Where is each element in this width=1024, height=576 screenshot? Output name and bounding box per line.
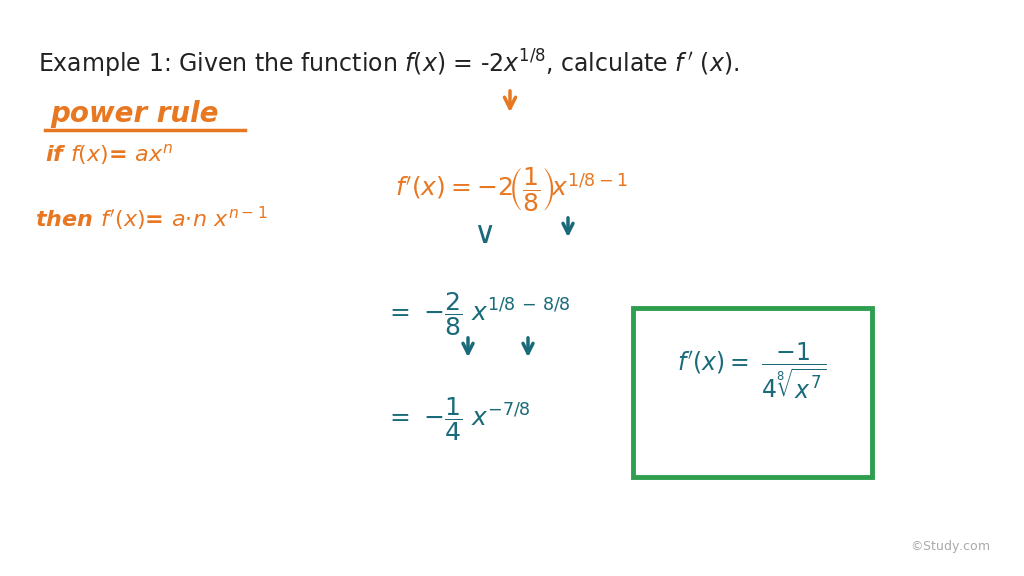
Text: $f'(x){=}{-}2\!\left(\dfrac{1}{8}\right)\!x^{1/8-1}$: $f'(x){=}{-}2\!\left(\dfrac{1}{8}\right)…: [395, 165, 628, 213]
Text: if $f(x)$= $ax^n$: if $f(x)$= $ax^n$: [45, 142, 173, 167]
Text: power rule: power rule: [50, 100, 218, 128]
Text: $\vee$: $\vee$: [473, 220, 494, 249]
Text: $= \ {-}\dfrac{1}{4} \ x^{-7/8}$: $= \ {-}\dfrac{1}{4} \ x^{-7/8}$: [385, 395, 530, 443]
FancyBboxPatch shape: [633, 308, 872, 477]
Text: $= \ {-}\dfrac{2}{8} \ x^{1/8\,-\,8/8}$: $= \ {-}\dfrac{2}{8} \ x^{1/8\,-\,8/8}$: [385, 290, 570, 338]
Text: $f'(x){=}\ \dfrac{-1}{4\sqrt[8]{x^7}}$: $f'(x){=}\ \dfrac{-1}{4\sqrt[8]{x^7}}$: [678, 340, 826, 401]
Text: $\copyright$Study.com: $\copyright$Study.com: [910, 538, 990, 555]
Text: Example 1: Given the function $f(x)$ = -2$x^{1/8}$, calculate $f\,'$ $(x)$.: Example 1: Given the function $f(x)$ = -…: [38, 48, 739, 80]
Text: then $f'(x)$= $a$$\cdot$$n$ $x^{n-1}$: then $f'(x)$= $a$$\cdot$$n$ $x^{n-1}$: [35, 205, 267, 233]
